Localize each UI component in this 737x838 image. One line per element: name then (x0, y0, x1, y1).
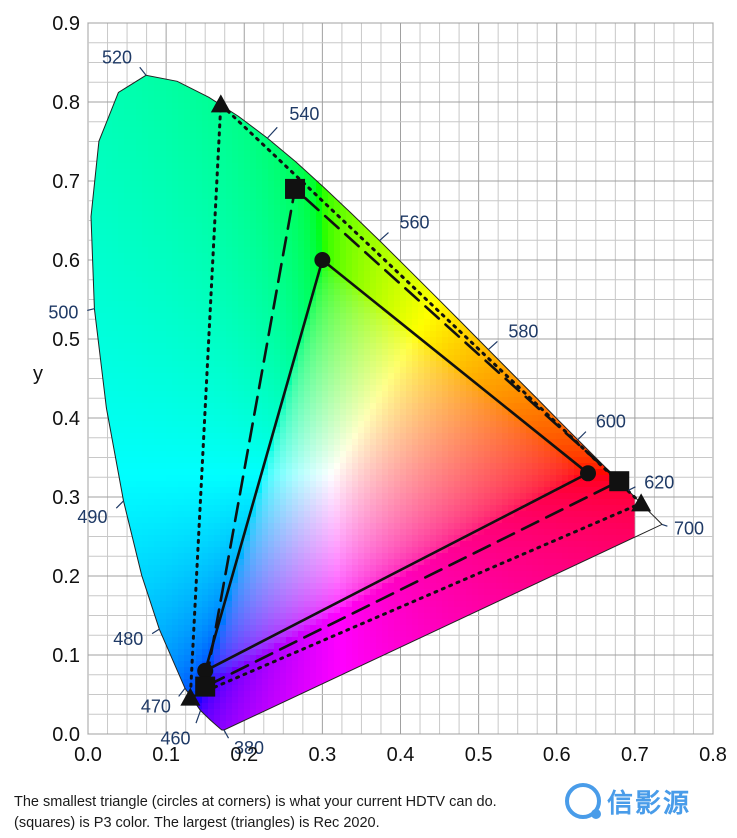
y-tick-label: 0.2 (52, 566, 80, 588)
x-tick-label: 0.1 (152, 744, 180, 766)
gamut-triangle-triangle (188, 101, 644, 701)
y-tick-label: 0.1 (52, 645, 80, 667)
x-tick-label: 0.6 (543, 744, 571, 766)
wavelength-labels: 520 540 560 580 600 620 700 500 490 480 470 460 380 (48, 47, 704, 758)
x-tick-label: 0.4 (387, 744, 415, 766)
axes: 0.0 0.1 0.2 0.3 0.4 0.5 0.6 0.7 0.8 0.0 0.1 0.2 0.3 0… (52, 13, 727, 766)
wavelength-label-620: 620 (644, 472, 674, 492)
caption: The smallest triangle (circles at corner… (14, 792, 734, 834)
wavelength-tick (151, 628, 160, 635)
marker-circle (580, 465, 596, 482)
y-tick-label: 0.5 (52, 329, 80, 351)
wavelength-tick (195, 710, 202, 724)
y-axis-label: y (33, 363, 43, 385)
wavelength-tick (627, 486, 636, 491)
y-tick-label: 0.3 (52, 487, 80, 509)
x-tick-label: 0.2 (230, 744, 258, 766)
watermark-ring-icon (565, 783, 601, 819)
gamut-triangles (188, 101, 644, 701)
marker-square (285, 178, 306, 199)
marker-square (195, 676, 216, 697)
marker-circle (197, 662, 214, 679)
wavelength-label-520: 520 (102, 47, 132, 67)
wavelength-label-540: 540 (289, 104, 319, 124)
caption-line-1: The smallest triangle (circles at corner… (14, 794, 497, 810)
caption-line-2: (squares) is P3 color. The largest (tria… (14, 815, 380, 831)
x-tick-label: 0.3 (308, 744, 336, 766)
y-tick-label: 0.8 (52, 92, 80, 114)
wavelength-label-580: 580 (508, 322, 538, 342)
x-tick-label: 0.7 (621, 744, 649, 766)
wavelength-tick (487, 341, 498, 351)
marker-square (609, 471, 630, 492)
wavelength-tick (379, 232, 389, 242)
wavelength-label-560: 560 (399, 213, 429, 233)
marker-triangle (631, 493, 652, 512)
watermark-logo: 信影源 (565, 772, 725, 830)
marker-triangle (180, 687, 201, 706)
y-tick-label: 0.6 (52, 250, 80, 272)
wavelength-tick (115, 500, 124, 509)
wavelength-tick (87, 308, 95, 312)
marker-circle (314, 252, 331, 268)
wavelength-tick (139, 66, 147, 76)
wavelength-label-500: 500 (48, 303, 78, 323)
wavelength-label-490: 490 (77, 507, 107, 527)
y-tick-label: 0.0 (52, 724, 80, 746)
wavelength-label-470: 470 (141, 696, 171, 716)
wavelength-label-380: 380 (234, 738, 264, 758)
wavelength-label-600: 600 (596, 412, 626, 432)
wavelength-label-480: 480 (113, 629, 143, 649)
wavelength-tick (178, 687, 186, 697)
watermark-text: 信影源 (607, 788, 692, 819)
wavelength-tick (266, 126, 278, 139)
y-tick-label: 0.4 (52, 408, 80, 430)
x-tick-label: 0.0 (74, 744, 102, 766)
wavelength-label-700: 700 (674, 518, 704, 538)
wavelength-tick (661, 523, 668, 527)
marker-triangle (210, 94, 231, 113)
gamut-triangle-square (203, 186, 622, 689)
wavelength-tick (577, 431, 587, 441)
wavelength-label-460: 460 (160, 729, 190, 749)
wavelength-tick (223, 729, 230, 739)
gamut-markers (180, 94, 652, 706)
y-tick-label: 0.7 (52, 171, 80, 193)
x-tick-label: 0.8 (699, 744, 727, 766)
x-tick-label: 0.5 (465, 744, 493, 766)
y-tick-label: 0.9 (52, 13, 80, 35)
gamut-triangle-circle (203, 257, 591, 674)
